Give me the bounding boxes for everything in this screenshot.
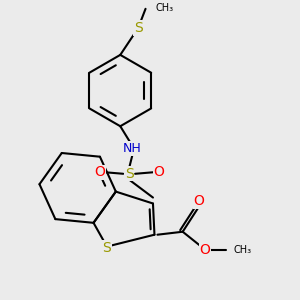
Text: CH₃: CH₃ bbox=[233, 244, 251, 255]
Text: NH: NH bbox=[123, 142, 142, 155]
Text: S: S bbox=[103, 241, 111, 255]
Text: O: O bbox=[200, 243, 210, 256]
Text: O: O bbox=[94, 165, 105, 179]
Text: O: O bbox=[194, 194, 205, 208]
Text: O: O bbox=[154, 165, 164, 179]
Text: S: S bbox=[125, 167, 134, 181]
Text: S: S bbox=[134, 21, 142, 35]
Text: CH₃: CH₃ bbox=[156, 3, 174, 13]
